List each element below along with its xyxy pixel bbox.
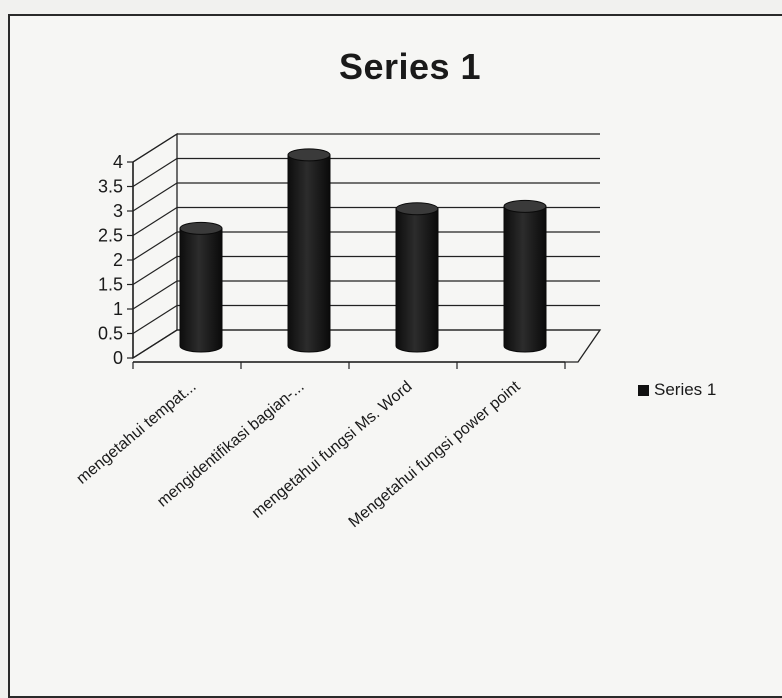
gridline-depth	[132, 133, 178, 163]
legend: Series 1	[638, 380, 716, 400]
y-tick-label: 3	[113, 201, 123, 221]
bar-cylinder-top	[179, 221, 223, 235]
bar-cylinder	[395, 208, 439, 353]
y-tick-label: 3.5	[98, 177, 123, 197]
y-tick-label: 0	[113, 348, 123, 368]
bar-cylinder-top	[503, 199, 547, 213]
gridline-depth	[132, 182, 178, 212]
gridline-depth	[132, 231, 178, 261]
x-category-label: mengetahui tempat...	[73, 378, 199, 488]
y-tick-label: 0.5	[98, 324, 123, 344]
x-category-label: Mengetahui fungsi power point	[346, 378, 524, 531]
gridline-depth	[132, 255, 178, 286]
bar-cylinder-top	[287, 148, 331, 162]
y-tick-label: 1.5	[98, 275, 123, 295]
gridline-depth	[132, 157, 178, 188]
gridline-depth	[132, 206, 178, 237]
y-tick-label: 2	[113, 250, 123, 270]
gridline-depth	[132, 304, 178, 335]
bar-cylinder	[503, 205, 547, 353]
gridline-depth	[132, 280, 178, 310]
bar-cylinder	[179, 227, 223, 353]
gridline-depth	[132, 329, 178, 359]
y-tick-label: 1	[113, 299, 123, 319]
y-tick-label: 4	[113, 152, 123, 172]
legend-label: Series 1	[654, 380, 717, 399]
bar-cylinder	[287, 154, 331, 353]
chart-title: Series 1	[338, 46, 482, 87]
bar-cylinder-top	[395, 202, 439, 216]
y-tick-label: 2.5	[98, 226, 123, 246]
legend-swatch	[638, 384, 649, 396]
